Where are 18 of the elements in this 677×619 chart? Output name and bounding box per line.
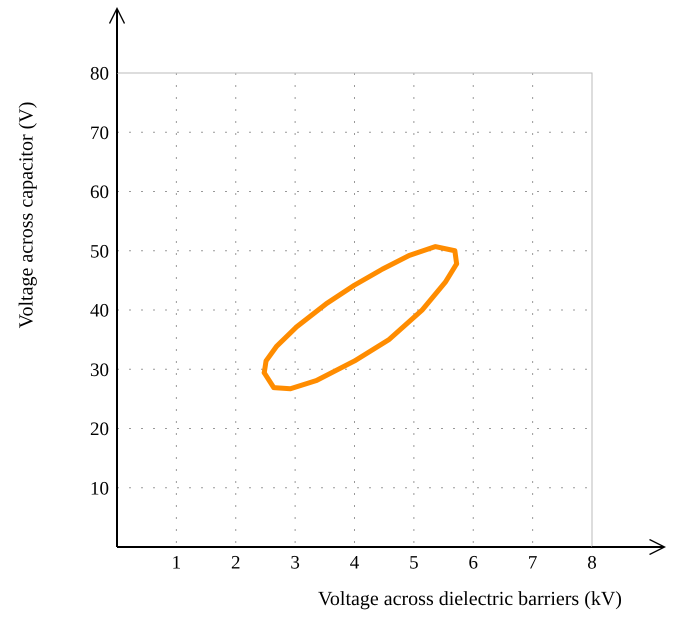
- y-tick-label: 80: [90, 64, 109, 85]
- x-tick-label: 8: [587, 552, 597, 574]
- x-axis-title: Voltage across dielectric barriers (kV): [317, 588, 623, 611]
- x-tick-label: 5: [409, 552, 419, 574]
- y-tick-label: 30: [90, 360, 109, 381]
- x-tick-label: 4: [350, 552, 360, 574]
- y-tick-label: 20: [90, 419, 109, 440]
- x-tick-label: 6: [468, 552, 478, 574]
- x-tick-label: 2: [231, 552, 240, 574]
- x-tick-label: 7: [528, 552, 538, 574]
- y-tick-label: 60: [90, 182, 109, 204]
- y-tick-label: 50: [90, 241, 109, 262]
- y-tick-label: 70: [90, 122, 109, 144]
- x-tick-label: 3: [290, 552, 300, 574]
- x-tick-label: 1: [172, 552, 182, 574]
- y-axis-title: Voltage across capacitor (V): [16, 102, 38, 328]
- y-tick-label: 40: [90, 300, 109, 322]
- y-tick-label: 10: [90, 478, 109, 500]
